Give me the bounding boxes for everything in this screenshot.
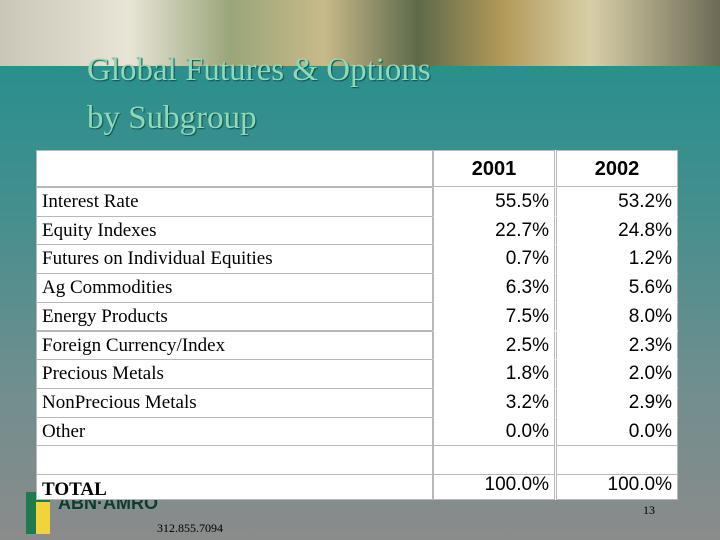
value-cell: 0.0% (433, 416, 555, 447)
value-cell: 55.5% (433, 187, 555, 217)
total-label: TOTAL (36, 474, 433, 500)
value-cell: 2.0% (556, 359, 678, 389)
blank-cell (36, 445, 433, 475)
title: by Subgroup (87, 100, 257, 136)
value-cell: 0.0% (556, 416, 678, 447)
total-value: 100.0% (556, 474, 678, 500)
row-label: Ag Commodities (36, 273, 433, 303)
row-label: Equity Indexes (36, 215, 433, 246)
value-cell: 1.8% (433, 359, 555, 389)
value-cell: 0.7% (433, 244, 555, 275)
row-label: NonPrecious Metals (36, 387, 433, 418)
row-label: Interest Rate (36, 187, 433, 217)
value-cell: 3.2% (433, 387, 555, 418)
row-label: Foreign Currency/Index (36, 330, 433, 361)
row-label: Futures on Individual Equities (36, 244, 433, 275)
value-cell: 1.2% (556, 244, 678, 275)
value-cell: 5.6% (556, 273, 678, 303)
header-cell (36, 150, 433, 187)
value-cell: 8.0% (556, 301, 678, 332)
value-cell: 2.3% (556, 330, 678, 361)
value-cell: 22.7% (433, 215, 555, 246)
banner-image (0, 0, 720, 66)
total-value: 100.0% (433, 474, 555, 500)
row-label: Energy Products (36, 301, 433, 332)
title: Global Futures & Options (87, 52, 431, 88)
table: 2001 2002 Interest Rate 55.5% 53.2% Equity In… (36, 150, 678, 500)
value-cell: 53.2% (556, 187, 678, 217)
column-header: 2001 (433, 150, 555, 187)
value-cell: 6.3% (433, 273, 555, 303)
row-label: Precious Metals (36, 359, 433, 389)
phone: 312.855.7094 (157, 521, 223, 535)
value-cell: 7.5% (433, 301, 555, 332)
page-number: 13 (643, 503, 655, 517)
row-label: Other (36, 416, 433, 447)
blank-cell (556, 445, 678, 475)
value-cell: 2.9% (556, 387, 678, 418)
logo-mark (36, 502, 50, 534)
value-cell: 2.5% (433, 330, 555, 361)
column-header: 2002 (556, 150, 678, 187)
blank-cell (433, 445, 555, 475)
value-cell: 24.8% (556, 215, 678, 246)
